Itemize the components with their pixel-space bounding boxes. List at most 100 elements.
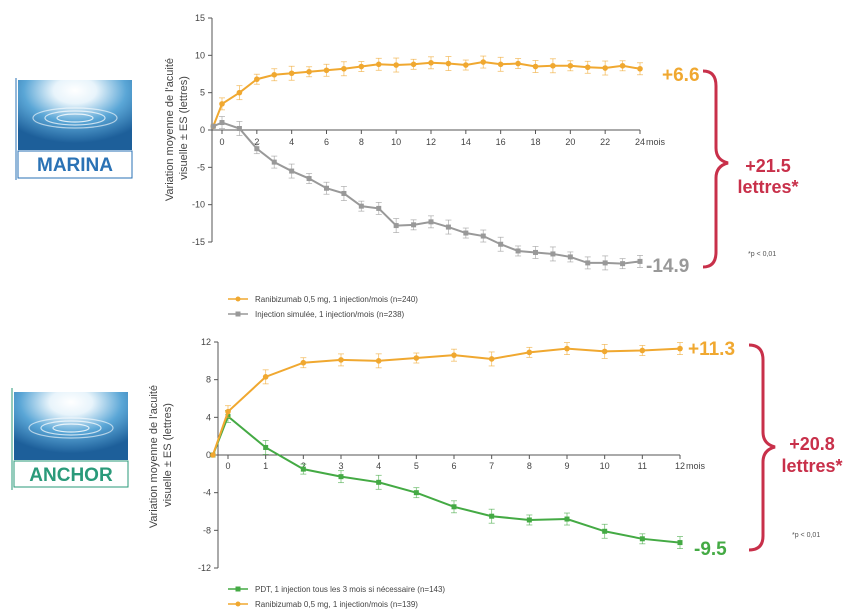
marina-series-0-line: [212, 61, 641, 127]
marina-y-tick-label: -10: [192, 200, 205, 210]
anchor-x-tick-label: 3: [338, 461, 343, 471]
marina-logo-image: [18, 80, 132, 150]
marina-difference-brace: [702, 69, 729, 269]
anchor-axes: -12-8-4048120123456789101112mois: [198, 337, 706, 573]
marina-x-tick-label: 6: [324, 137, 329, 147]
marina-x-tick-label: 14: [461, 137, 471, 147]
marina-series-1-point: [358, 203, 364, 209]
anchor-series-1-point: [375, 358, 382, 364]
marina-series-1-point: [210, 123, 216, 129]
anchor-series-0-point: [263, 444, 269, 450]
marina-series-0-point: [550, 62, 556, 69]
marina-series-1-point: [463, 230, 469, 236]
marina-end-label-sham: -14.9: [646, 256, 689, 277]
anchor-series-0-point: [376, 479, 382, 485]
anchor-series-0-point: [564, 516, 570, 522]
anchor-logo: ANCHOR: [11, 388, 129, 490]
marina-series-1-point: [533, 249, 538, 255]
marina-x-tick-label: 8: [359, 137, 364, 147]
anchor-series-0-point: [338, 474, 344, 480]
marina-series-0-point: [271, 71, 278, 78]
marina-series-0-point: [358, 63, 365, 70]
marina-series-0-point: [584, 64, 591, 71]
marina-series-1-point: [341, 190, 347, 196]
anchor-end-label-pdt: -9.5: [694, 539, 727, 560]
marina-series-0-point: [567, 62, 574, 69]
marina-y-axis-title-line2: visuelle ± ES (lettres): [178, 76, 190, 180]
anchor-series-1-line: [211, 347, 681, 456]
marina-series-0-point: [480, 59, 487, 65]
marina-series-1-point: [445, 224, 451, 230]
marina-y-tick-label: 5: [200, 88, 205, 98]
anchor-series-0-point: [602, 528, 608, 534]
anchor-y-axis-title-line2: visuelle ± ES (lettres): [162, 403, 174, 507]
marina-series-1-point: [567, 254, 573, 260]
marina-series-1-point: [515, 248, 521, 254]
anchor-series-1-point: [601, 348, 608, 355]
anchor-x-tick-label: 5: [414, 461, 419, 471]
anchor-series-1-point: [488, 356, 495, 362]
marina-logo: MARINA: [15, 78, 133, 180]
marina-series-1-point: [602, 260, 608, 266]
anchor-y-tick-label: 4: [206, 412, 211, 422]
anchor-logo-image: [14, 392, 128, 460]
anchor-series-0-line: [212, 414, 681, 544]
anchor-x-tick-label: 1: [263, 461, 268, 471]
marina-legend-ranibizumab: Ranibizumab 0,5 mg, 1 injection/mois (n=…: [255, 295, 418, 304]
anchor-x-tick-label: 11: [638, 461, 647, 471]
marina-x-tick-label: 2: [254, 137, 259, 147]
marina-series-1-point: [376, 205, 382, 211]
marina-y-tick-label: -5: [197, 162, 205, 172]
marina-series-0-point: [393, 62, 399, 68]
marina-y-tick-label: 10: [195, 50, 205, 60]
anchor-legend: PDT, 1 injection tous les 3 mois si néce…: [228, 585, 445, 609]
marina-series-1-point: [289, 168, 295, 174]
anchor-series-1-point: [338, 357, 344, 363]
anchor-legend-pdt: PDT, 1 injection tous les 3 mois si néce…: [255, 585, 445, 594]
marina-x-tick-label: 16: [496, 137, 506, 147]
marina-x-tick-label: 22: [600, 137, 610, 147]
marina-series-0-point: [428, 60, 434, 66]
anchor-series-1-point: [262, 374, 269, 380]
marina-x-tick-label: 24: [635, 137, 645, 147]
anchor-x-tick-label: 6: [451, 461, 456, 471]
anchor-series-0-point: [413, 490, 419, 496]
anchor-y-tick-label: -8: [203, 525, 211, 535]
anchor-difference-unit: lettres*: [781, 456, 842, 476]
anchor-y-axis-title-line1: Variation moyenne de l'acuité: [148, 385, 160, 528]
marina-series-1-point: [324, 185, 329, 191]
marina-y-tick-label: 0: [200, 125, 205, 135]
marina-series-1-point: [236, 126, 242, 132]
marina-series-0-point: [323, 67, 330, 74]
anchor-series-1-point: [300, 359, 307, 366]
anchor-difference-value: +20.8: [789, 434, 835, 454]
marina-series-1-point: [428, 219, 434, 225]
marina-series-1-line: [212, 121, 641, 265]
marina-series-0-point: [463, 62, 469, 68]
marina-x-unit-label: mois: [646, 137, 666, 147]
marina-chart: MARINA Variation moyenne de l'acuité vis…: [15, 13, 799, 319]
marina-series-1-point: [393, 223, 399, 229]
marina-series-0-point: [532, 63, 539, 70]
anchor-series-1-point: [451, 352, 457, 358]
marina-series-1-point: [254, 146, 260, 152]
marina-difference-value: +21.5: [745, 156, 791, 176]
anchor-y-tick-label: 8: [206, 375, 211, 385]
marina-end-label-ranibizumab: +6.6: [662, 65, 700, 86]
anchor-y-tick-label: -4: [203, 488, 211, 498]
marina-difference-unit: lettres*: [737, 177, 798, 197]
anchor-y-tick-label: 0: [206, 450, 211, 460]
marina-series-1-point: [306, 176, 312, 182]
anchor-series-0-point: [451, 504, 457, 510]
anchor-difference-brace: [748, 343, 776, 552]
marina-series-0-point: [497, 61, 504, 68]
marina-x-tick-label: 4: [289, 137, 294, 147]
marina-series-0-point: [219, 101, 225, 107]
marina-x-tick-label: 18: [530, 137, 540, 147]
marina-series-1-point: [411, 222, 417, 228]
marina-series-1-point: [219, 120, 225, 126]
marina-logo-text: MARINA: [37, 155, 113, 176]
anchor-series-1-point: [677, 345, 683, 352]
marina-x-tick-label: 12: [426, 137, 436, 147]
